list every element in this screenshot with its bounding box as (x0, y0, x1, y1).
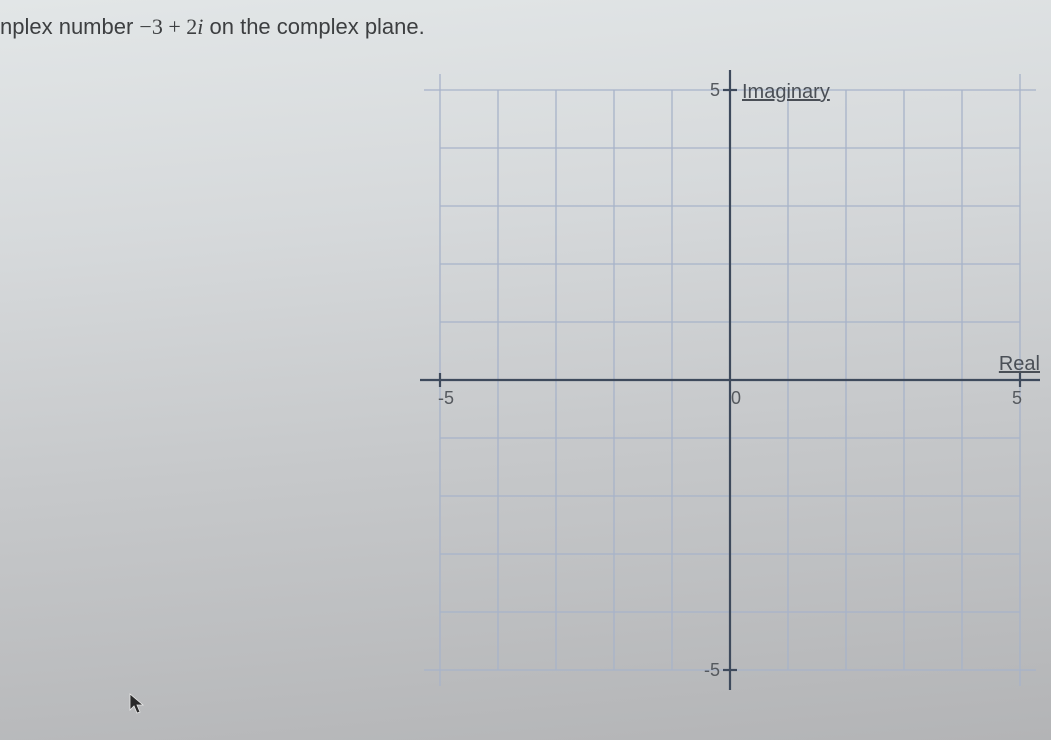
question-prefix: nplex number (0, 14, 139, 39)
x-tick-label: 0 (731, 388, 741, 408)
y-tick-label: -5 (704, 660, 720, 680)
x-tick-label: -5 (438, 388, 454, 408)
y-tick-label: 5 (710, 80, 720, 100)
question-suffix: on the complex plane. (203, 14, 424, 39)
cursor-icon (128, 693, 146, 717)
question-text: nplex number −3 + 2i on the complex plan… (0, 14, 425, 40)
page-root: nplex number −3 + 2i on the complex plan… (0, 0, 1051, 740)
expr-imag-coeff: 2 (186, 14, 197, 39)
expr-plus: + (163, 14, 186, 39)
x-axis-label: Real (999, 353, 1040, 375)
expr-real-part: 3 (152, 14, 163, 39)
complex-plane-svg[interactable]: 0 5 -5 5 -5 Imaginary Real (420, 70, 1040, 690)
x-tick-label: 5 (1012, 388, 1022, 408)
y-axis-label: Imaginary (742, 81, 830, 103)
complex-plane[interactable]: 0 5 -5 5 -5 Imaginary Real (420, 70, 1040, 690)
expr-negative-sign: − (139, 14, 151, 39)
